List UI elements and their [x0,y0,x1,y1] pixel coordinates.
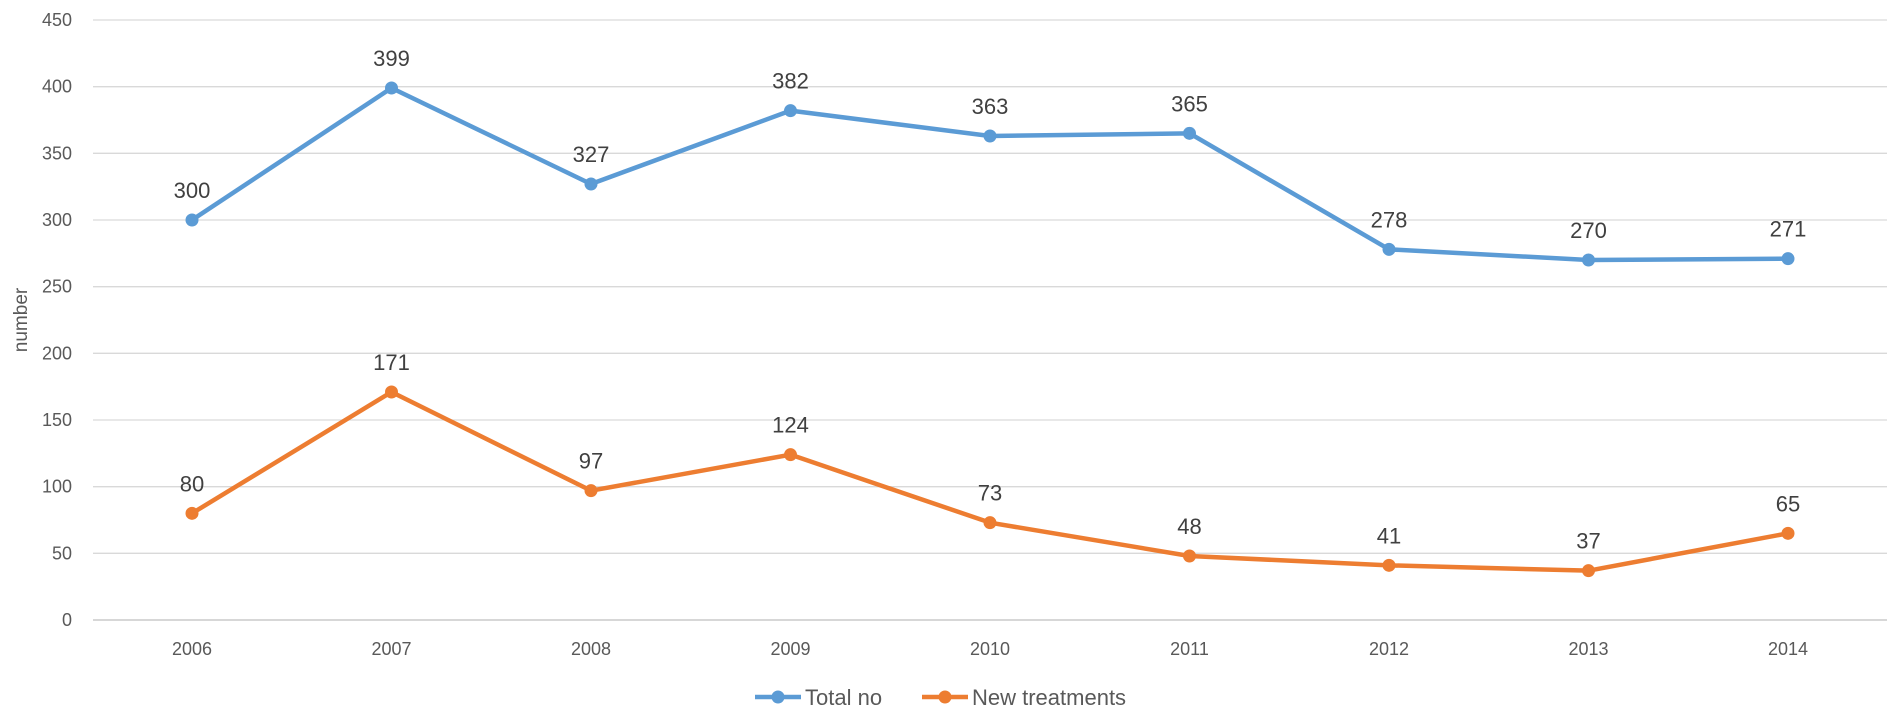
x-tick-label: 2007 [371,639,411,659]
data-label: 48 [1177,514,1201,539]
y-tick-label: 450 [42,10,72,30]
data-label: 97 [579,449,603,474]
y-tick-label: 400 [42,77,72,97]
data-label: 278 [1371,207,1408,232]
data-label: 124 [772,413,809,438]
data-label: 271 [1770,217,1807,242]
data-label: 171 [373,350,410,375]
y-tick-label: 0 [62,610,72,630]
data-label: 399 [373,46,410,71]
legend-marker [938,690,952,704]
data-point [1183,549,1196,563]
x-tick-label: 2013 [1568,639,1608,659]
data-point [1382,558,1396,572]
data-point [983,129,997,143]
y-tick-label: 100 [42,477,72,497]
x-tick-label: 2010 [970,639,1010,659]
data-point [1582,564,1595,578]
data-point [784,104,797,118]
x-axis: 2006 2007 2008 2009 2010 2011 2012 2013 2014 [172,639,1808,659]
data-point [1781,252,1795,266]
data-point [1382,242,1396,256]
data-label: 365 [1171,91,1208,116]
data-point [584,177,598,191]
x-tick-label: 2011 [1170,639,1209,659]
data-label: 327 [573,142,610,167]
x-tick-label: 2008 [571,639,611,659]
data-point [385,81,398,95]
data-point [784,448,797,462]
data-point [1183,126,1196,140]
data-point [185,506,199,520]
y-tick-label: 50 [52,543,72,563]
data-point [385,385,398,399]
x-tick-label: 2009 [770,639,810,659]
data-label: 41 [1377,523,1401,548]
legend: Total no New treatments [755,685,1126,709]
data-label: 300 [174,178,211,203]
data-label: 363 [972,94,1009,119]
legend-label: New treatments [972,685,1126,709]
data-label: 270 [1570,218,1607,243]
y-axis: 0 50 100 150 200 250 300 350 400 450 [42,10,72,630]
data-label: 73 [978,481,1002,506]
legend-label: Total no [805,685,882,709]
x-tick-label: 2014 [1768,639,1808,659]
gridlines [93,19,1887,621]
data-labels: 300 399 327 382 363 365 278 270 271 80 171 97 124 73 4… [174,46,1807,554]
data-point [584,484,598,498]
data-label: 382 [772,69,809,94]
x-tick-label: 2006 [172,639,212,659]
x-tick-label: 2012 [1369,639,1409,659]
y-tick-label: 250 [42,277,72,297]
legend-marker [771,690,785,704]
data-point [1582,253,1595,267]
y-tick-label: 350 [42,143,72,163]
data-point [185,213,199,227]
y-axis-title: number [11,287,32,352]
data-label: 65 [1776,491,1800,516]
data-label: 80 [180,471,204,496]
y-tick-label: 300 [42,210,72,230]
data-point [983,516,997,530]
series-lines [185,81,1795,578]
y-tick-label: 150 [42,410,72,430]
y-tick-label: 200 [42,343,72,363]
data-point [1781,526,1795,540]
data-label: 37 [1576,529,1600,554]
